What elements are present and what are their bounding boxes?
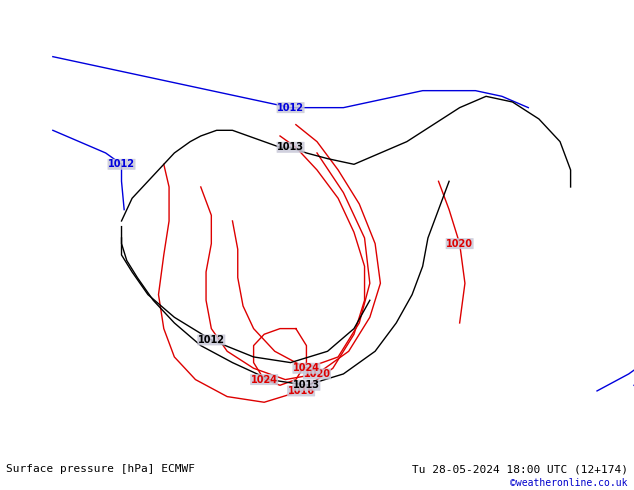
Text: 1013: 1013	[277, 142, 304, 152]
Text: 1012: 1012	[198, 335, 225, 345]
Text: Surface pressure [hPa] ECMWF: Surface pressure [hPa] ECMWF	[6, 465, 195, 474]
Text: 1012: 1012	[277, 102, 304, 113]
Text: 1016: 1016	[288, 386, 314, 396]
Text: 1020: 1020	[304, 369, 330, 379]
Text: 1020: 1020	[446, 239, 473, 248]
Text: ©weatheronline.co.uk: ©weatheronline.co.uk	[510, 478, 628, 488]
Text: 1013: 1013	[293, 380, 320, 390]
Text: 1024: 1024	[250, 374, 278, 385]
Text: 1024: 1024	[293, 363, 320, 373]
Text: 1012: 1012	[108, 159, 135, 170]
Text: Tu 28-05-2024 18:00 UTC (12+174): Tu 28-05-2024 18:00 UTC (12+174)	[411, 465, 628, 474]
